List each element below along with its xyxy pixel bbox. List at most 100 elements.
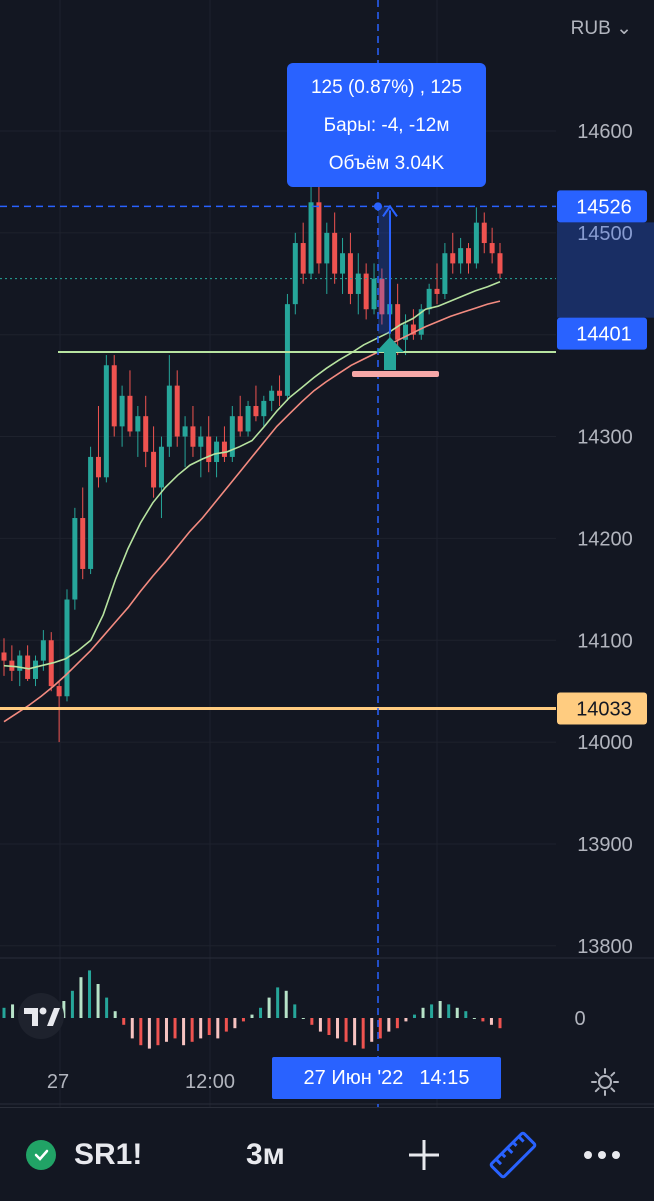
candle [284,293,290,401]
measure-tooltip-bars: Бары: -4, -12м [323,115,450,136]
candle-body [355,273,361,294]
candle [143,395,149,468]
candle-body [80,518,86,569]
candle-body [324,232,330,264]
y-tick-label: 13900 [577,834,633,856]
candle-body [308,202,314,274]
price-badge-box [557,692,647,725]
oscillator-bar [464,1011,468,1018]
candle-body [269,390,275,401]
candle [158,436,164,519]
candle-body [95,456,101,478]
x-tick-label: 12:00 [185,1071,235,1093]
oscillator-bar [438,1001,442,1018]
candle-body [300,243,306,274]
oscillator-bar [498,1018,502,1029]
measure-range-shade [557,222,654,318]
candle-body [347,253,353,294]
x-tick-label: 27 [47,1071,69,1093]
candle [1,638,7,676]
candle [308,187,314,279]
oscillator-bar [412,1014,416,1018]
candle [182,416,188,468]
candle-body [245,405,251,432]
candle [198,426,204,478]
candle-body [103,365,109,478]
price-axis: 14600 14500 14300 14200 14100 14000 13900 13800… [47,121,647,1093]
candle [17,650,23,687]
candle-body [261,400,267,417]
candle [300,222,306,284]
price-badge: 14033 [557,692,647,725]
signal-mark [352,371,439,377]
more-icon[interactable] [582,1108,622,1201]
candle-body [221,441,227,457]
oscillator-bar [250,1014,254,1018]
candle [111,355,117,437]
candle [95,405,101,488]
symbol-button[interactable]: SR1! [26,1108,142,1201]
chart-settings-icon[interactable] [590,1067,620,1097]
oscillator-bar [182,1018,186,1046]
candle-body [277,390,283,396]
oscillator-bar [207,1018,211,1035]
candle [316,171,322,274]
candle-body [340,253,346,274]
candle-body [174,385,180,437]
candle [458,237,464,274]
oscillator-bar [481,1018,485,1022]
candle [426,283,432,315]
candle [72,507,78,610]
currency-selector[interactable]: RUB ⌄ [570,18,632,39]
oscillator-bar [2,1007,6,1018]
candle-body [40,640,46,661]
oscillator-bar [11,1004,15,1018]
oscillator-bar [327,1018,331,1035]
measure-tooltip: 125 (0.87%) , 125 Бары: -4, -12м Объём 3… [287,63,486,187]
candle-body [473,222,479,264]
candle [442,243,448,300]
crosshair-time: 14:15 [419,1067,470,1089]
price-badge: 14526 [557,190,647,223]
ruler-icon[interactable] [488,1108,538,1201]
symbol-label: SR1! [74,1137,143,1171]
candle-body [111,365,117,427]
oscillator-bar [395,1018,399,1029]
candle-body [72,518,78,600]
currency-label: RUB [570,18,611,39]
oscillator-bar [96,984,100,1018]
oscillator-bar [344,1018,348,1042]
oscillator-bar [489,1018,493,1025]
candle-body [64,599,70,697]
candle-body [418,309,424,335]
candle [292,232,298,315]
candle [166,355,172,457]
oscillator-bar [190,1018,194,1042]
candle [277,375,283,406]
candle [25,645,31,681]
oscillator-zero-label: 0 [574,1008,585,1030]
price-badge-label: 14526 [576,196,632,218]
candle [206,416,212,473]
y-tick-label: 14200 [577,528,633,550]
candle [48,632,54,692]
candle [253,385,259,422]
interval-button[interactable]: 3м [246,1108,285,1201]
oscillator-bar [259,1007,263,1018]
y-tick-label: 14000 [577,732,633,754]
oscillator-bar [216,1018,220,1039]
price-badge-label: 14033 [576,698,632,720]
tradingview-logo[interactable] [14,993,69,1039]
candle-body [450,253,456,264]
oscillator-bar [88,970,92,1018]
candle-body [395,304,401,340]
oscillator-bar [147,1018,151,1049]
candle [434,263,440,305]
candle [355,253,361,315]
candle-body [88,456,94,569]
candle [40,630,46,671]
candle [363,263,369,320]
add-icon[interactable] [404,1108,444,1201]
oscillator-bar [455,1007,459,1018]
oscillator-bar [267,997,271,1018]
